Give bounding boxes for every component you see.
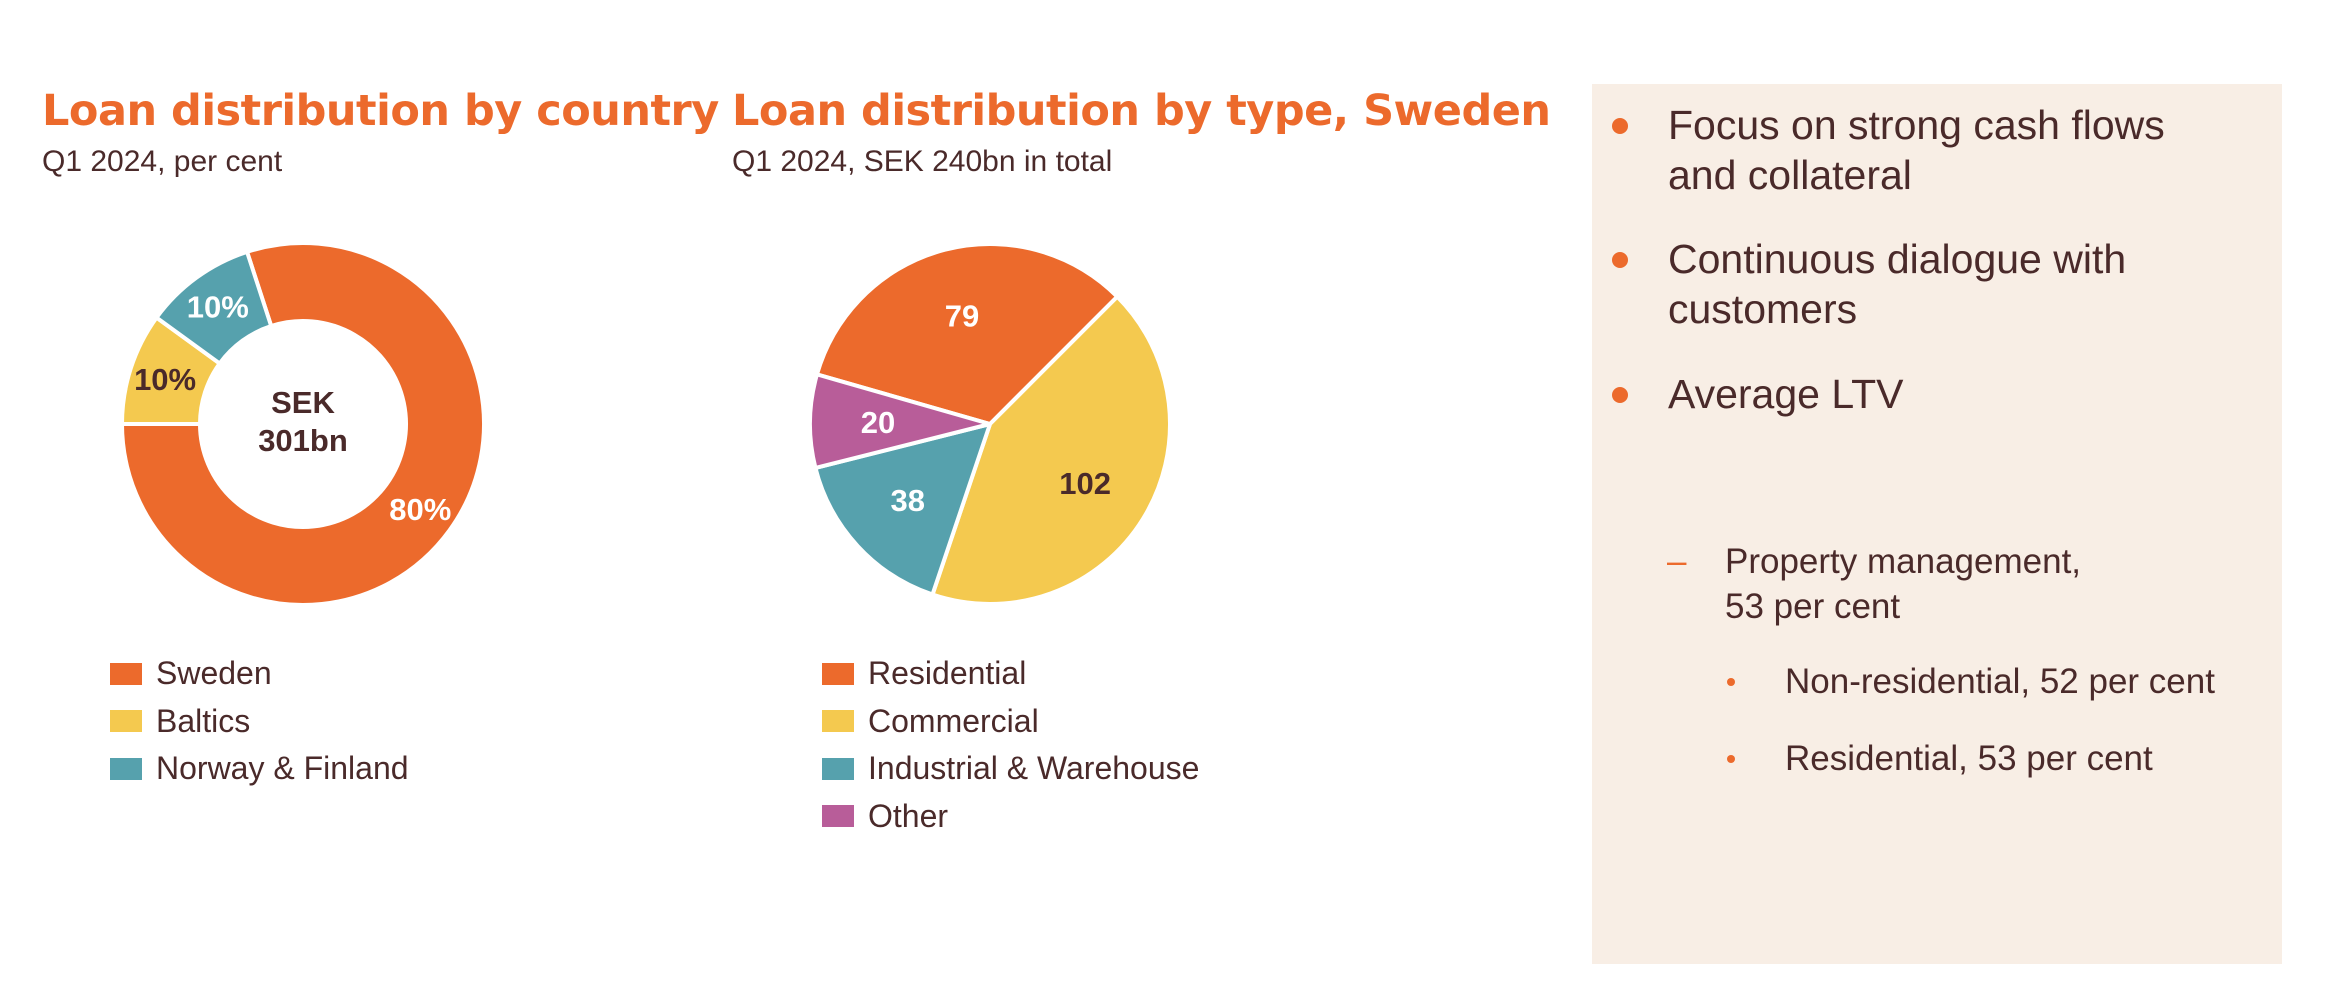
key-points-panel: Focus on strong cash flows and collateral… <box>1592 84 2282 964</box>
slice-data-label: 80% <box>389 492 451 527</box>
bullet-text: Average LTV <box>1668 371 1904 417</box>
legend-swatch <box>822 662 854 685</box>
slice-data-label: 10% <box>187 290 249 325</box>
donut-center-label: SEK <box>271 385 335 420</box>
legend-swatch <box>822 805 854 828</box>
legend-label: Sweden <box>156 655 272 692</box>
legend-item: Sweden <box>110 650 409 698</box>
bullet-small-dot-icon <box>1727 678 1735 686</box>
slice-data-label: 102 <box>1059 466 1111 501</box>
bullet-text: Property management, 53 per cent <box>1725 542 2082 626</box>
legend-label: Industrial & Warehouse <box>868 750 1200 787</box>
chart-type-header: Loan distribution by type, Sweden Q1 202… <box>732 80 1551 182</box>
legend-label: Norway & Finland <box>156 750 409 787</box>
pie-slice <box>814 242 1120 426</box>
chart-subtitle: Q1 2024, per cent <box>42 145 283 178</box>
legend-item: Norway & Finland <box>110 745 409 793</box>
legend-label: Other <box>868 797 949 834</box>
bullet-dot-icon <box>1612 118 1628 134</box>
pie-slice <box>930 294 1172 606</box>
legend-item: Baltics <box>110 698 409 746</box>
chart-country-header: Loan distribution by country Q1 2024, pe… <box>42 80 719 182</box>
bullet-dot-icon <box>1612 387 1628 403</box>
bullet-dot-icon <box>1612 252 1628 268</box>
legend-item: Industrial & Warehouse <box>822 745 1199 793</box>
chart-subtitle: Q1 2024, SEK 240bn in total <box>732 145 1113 178</box>
pie-slice <box>154 249 274 366</box>
bullet-text: Focus on strong cash flows and collateral <box>1668 102 2165 198</box>
legend-item: Commercial <box>822 698 1199 746</box>
bullet-level-1: Average LTV <box>1612 369 2212 419</box>
bullet-text: Non-residential, 52 per cent <box>1785 662 2215 701</box>
chart-title: Loan distribution by country <box>42 86 719 136</box>
pie-slice <box>813 422 992 597</box>
bullet-small-dot-icon <box>1727 755 1735 763</box>
legend-swatch <box>110 757 142 780</box>
legend-swatch <box>822 757 854 780</box>
legend-swatch <box>110 710 142 733</box>
bullet-level-1: Continuous dialogue with customers <box>1612 234 2212 334</box>
legend-type: Residential Commercial Industrial & Ware… <box>822 650 1199 840</box>
legend-swatch <box>822 710 854 733</box>
legend-label: Baltics <box>156 702 251 739</box>
bullet-level-2: – Property management, 53 per cent <box>1667 539 2187 629</box>
legend-item: Residential <box>822 650 1199 698</box>
bullet-text: Continuous dialogue with customers <box>1668 236 2127 332</box>
slice-data-label: 79 <box>945 299 979 334</box>
pie-slice <box>120 241 486 607</box>
legend-item: Other <box>822 793 1199 841</box>
bullet-level-3: Non-residential, 52 per cent <box>1727 659 2267 704</box>
legend-swatch <box>110 662 142 685</box>
legend-label: Residential <box>868 655 1027 692</box>
slice-data-label: 20 <box>861 405 895 440</box>
bullet-level-1: Focus on strong cash flows and collateral <box>1612 100 2212 200</box>
bullet-level-3: Residential, 53 per cent <box>1727 736 2267 781</box>
bullet-text: Residential, 53 per cent <box>1785 739 2153 778</box>
chart-title: Loan distribution by type, Sweden <box>732 86 1551 136</box>
donut-center-label: 301bn <box>258 423 348 458</box>
pie-slice <box>808 372 992 470</box>
slice-data-label: 38 <box>891 483 925 518</box>
legend-country: Sweden Baltics Norway & Finland <box>110 650 409 793</box>
bullet-dash-icon: – <box>1667 542 1687 581</box>
legend-label: Commercial <box>868 702 1039 739</box>
slice-data-label: 10% <box>134 362 196 397</box>
